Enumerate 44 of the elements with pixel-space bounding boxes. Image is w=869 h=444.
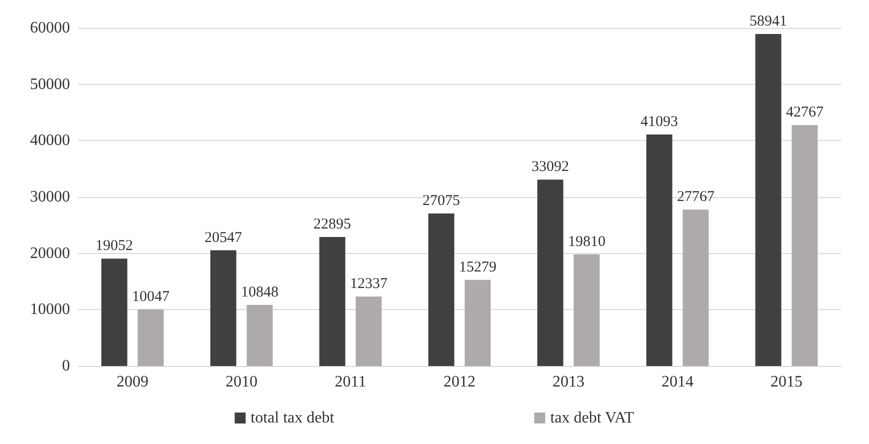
bar xyxy=(138,309,164,366)
data-label: 27767 xyxy=(676,189,715,206)
data-label: 42767 xyxy=(786,104,824,121)
x-tick-label: 2009 xyxy=(116,374,148,390)
data-label: 19052 xyxy=(96,238,134,254)
data-label: 41093 xyxy=(640,114,678,130)
data-label: 12337 xyxy=(350,276,388,292)
legend-label: total tax debt xyxy=(250,410,335,426)
data-label: 10848 xyxy=(240,284,278,300)
y-tick-label: 40000 xyxy=(30,132,70,150)
x-tick-label: 2013 xyxy=(552,374,584,390)
data-label: 22895 xyxy=(314,216,352,233)
bar xyxy=(537,180,564,366)
data-label: 27075 xyxy=(422,192,460,209)
bar xyxy=(356,296,382,366)
y-tick-label: 20000 xyxy=(30,244,70,262)
bar xyxy=(428,213,454,366)
legend-label: tax debt VAT xyxy=(550,410,634,426)
data-label: 58941 xyxy=(750,13,788,30)
bar xyxy=(464,280,491,366)
y-tick-label: 50000 xyxy=(30,76,70,93)
bar xyxy=(574,254,600,366)
x-tick-label: 2010 xyxy=(226,374,258,390)
x-tick-label: 2011 xyxy=(334,374,366,390)
bar xyxy=(682,210,709,366)
bar xyxy=(646,134,672,366)
y-tick-label: 10000 xyxy=(30,301,70,318)
data-label: 15279 xyxy=(458,259,496,276)
bar xyxy=(246,304,273,366)
data-label: 20547 xyxy=(204,230,243,246)
bar xyxy=(792,125,818,366)
y-tick-label: 30000 xyxy=(30,188,70,206)
x-tick-label: 2014 xyxy=(662,374,694,390)
bar xyxy=(101,258,128,366)
bar xyxy=(319,237,346,366)
bar xyxy=(210,250,236,366)
y-tick-label: 60000 xyxy=(30,20,70,36)
data-label: 19810 xyxy=(568,234,606,250)
data-label: 33092 xyxy=(532,159,570,176)
data-label: 10047 xyxy=(132,288,170,305)
x-tick-label: 2015 xyxy=(770,374,802,390)
y-tick-label: 0 xyxy=(62,358,70,374)
bar xyxy=(755,34,782,366)
x-tick-label: 2012 xyxy=(444,374,476,390)
